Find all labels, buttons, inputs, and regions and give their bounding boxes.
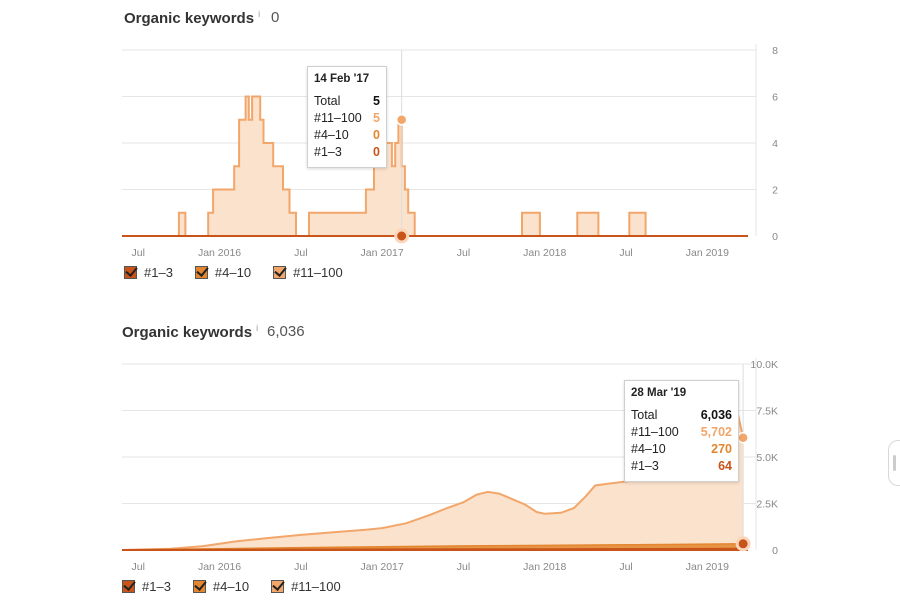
tooltip-row: Total 5: [314, 93, 380, 110]
marker-top100: [395, 114, 408, 126]
panel-1: Organic keywords i 0 0 2 4 6 8 Jul Jan 2016 Jul J…: [0, 0, 900, 300]
tooltip-row-value: 270: [711, 442, 732, 456]
tooltip-row-label: #1–3: [631, 459, 659, 473]
tooltip-date: 28 Mar '19: [631, 387, 687, 399]
x-tick-label: Jan 2017: [361, 561, 404, 573]
tooltip-row: #4–10 270: [631, 441, 732, 458]
panel-2-value: 6,036: [267, 323, 305, 340]
panel-2-title: Organic keywords i: [122, 323, 258, 341]
tooltip-row-value: 6,036: [700, 408, 732, 422]
legend-label: #4–10: [214, 265, 252, 280]
x-tick-label: Jan 2017: [361, 247, 404, 259]
x-tick-label: Jul: [619, 247, 632, 259]
panel-1-value: 0: [271, 9, 280, 26]
x-tick-label: Jan 2018: [523, 247, 566, 259]
y-tick-label: 0: [772, 231, 778, 243]
y-tick-label: 6: [772, 92, 778, 104]
checkbox-icon[interactable]: [271, 580, 285, 593]
checkbox-icon[interactable]: [124, 266, 137, 279]
panel-2: Organic keywords i 6,036 0 2.5K 5.0K 7.5K 10.…: [0, 314, 900, 614]
x-tick-label: Jan 2016: [198, 247, 241, 259]
panel-2-title-text: Organic keywords: [122, 324, 253, 341]
tooltip-row-value: 5: [373, 94, 380, 108]
panel-1-title: Organic keywords i: [124, 9, 260, 27]
tooltip-row-value: 5,702: [700, 425, 732, 439]
tooltip-row: #11–100 5,702: [631, 424, 732, 441]
tooltip-row-value: 64: [718, 459, 732, 473]
tooltip-row-label: #4–10: [631, 442, 666, 456]
x-tick-label: Jan 2018: [523, 561, 566, 573]
x-tick-label: Jul: [132, 561, 145, 573]
checkbox-icon[interactable]: [122, 580, 135, 593]
x-tick-label: Jul: [457, 247, 470, 259]
y-tick-label: 5.0K: [756, 452, 778, 464]
tooltip-row: #4–10 0: [314, 127, 380, 144]
legend-label: #4–10: [212, 579, 250, 594]
legend-label: #11–100: [291, 579, 341, 594]
tooltip-row-label: #1–3: [314, 145, 342, 159]
legend-item[interactable]: #1–3: [124, 265, 173, 280]
legend-label: #11–100: [293, 265, 343, 280]
marker-top3: [735, 536, 751, 552]
x-tick-label: Jul: [294, 561, 307, 573]
y-tick-label: 0: [772, 545, 778, 557]
x-tick-label: Jul: [457, 561, 470, 573]
marker-top3: [394, 228, 410, 244]
tooltip-row-label: Total: [314, 94, 341, 108]
checkbox-icon[interactable]: [273, 266, 287, 279]
tooltip-row-value: 0: [373, 128, 380, 142]
y-tick-label: 2.5K: [756, 499, 778, 511]
scroll-handle[interactable]: [888, 440, 900, 486]
legend-item[interactable]: #4–10: [194, 265, 252, 280]
chart-2-tooltip: 28 Mar '19 Total 6,036 #11–100 5,702 #4–10 27…: [624, 380, 739, 482]
tooltip-row-label: #11–100: [631, 425, 679, 439]
chart-1-svg[interactable]: 0 2 4 6 8 Jul Jan 2016 Jul Jan 2017 Jul Jan 2018 Ju…: [0, 0, 900, 300]
x-tick-label: Jul: [619, 561, 632, 573]
tooltip-row: Total 6,036: [631, 407, 732, 424]
y-tick-label: 7.5K: [756, 406, 778, 418]
series-area-top100: [122, 406, 744, 550]
tooltip-row-label: #11–100: [314, 111, 362, 125]
tooltip-row: #1–3 0: [314, 144, 380, 161]
legend-item[interactable]: #11–100: [273, 265, 343, 280]
tooltip-row-value: 5: [373, 111, 380, 125]
x-tick-label: Jan 2016: [198, 561, 241, 573]
chart-1-tooltip: 14 Feb '17 Total 5 #11–100 5 #4–10 0 #1–3 0: [307, 66, 387, 168]
y-tick-label: 10.0K: [751, 359, 778, 371]
tooltip-row-label: #4–10: [314, 128, 349, 142]
legend-item[interactable]: #4–10: [192, 579, 250, 594]
chart-1-legend: #1–3 #4–10 #11–100: [124, 265, 343, 280]
tooltip-row-label: Total: [631, 408, 658, 422]
y-tick-label: 4: [772, 138, 778, 150]
series-line-top100: [122, 95, 748, 237]
tooltip-row-value: 0: [373, 145, 380, 159]
series-line-top10: [121, 543, 744, 551]
y-tick-label: 2: [772, 185, 778, 197]
chart-2-svg[interactable]: 0 2.5K 5.0K 7.5K 10.0K Jul Jan 2016 Jul Jan 2017…: [0, 314, 900, 614]
marker-top100: [737, 431, 749, 444]
series-area-top100: [122, 96, 748, 236]
x-tick-label: Jan 2019: [686, 561, 729, 573]
legend-item[interactable]: #1–3: [122, 579, 171, 594]
info-icon[interactable]: i: [256, 323, 259, 333]
legend-item[interactable]: #11–100: [271, 579, 341, 594]
y-tick-label: 8: [772, 45, 778, 57]
tooltip-row: #11–100 5: [314, 110, 380, 127]
legend-label: #1–3: [142, 579, 171, 594]
checkbox-icon[interactable]: [194, 266, 208, 279]
checkbox-icon[interactable]: [192, 580, 206, 593]
tooltip-row: #1–3 64: [631, 458, 732, 475]
x-tick-label: Jul: [132, 247, 145, 259]
panel-1-title-text: Organic keywords: [124, 10, 255, 27]
chart-2-legend: #1–3 #4–10 #11–100: [122, 579, 341, 594]
x-tick-label: Jul: [294, 247, 307, 259]
tooltip-date: 14 Feb '17: [314, 73, 370, 85]
legend-label: #1–3: [144, 265, 173, 280]
info-icon[interactable]: i: [258, 9, 261, 19]
x-tick-label: Jan 2019: [686, 247, 729, 259]
